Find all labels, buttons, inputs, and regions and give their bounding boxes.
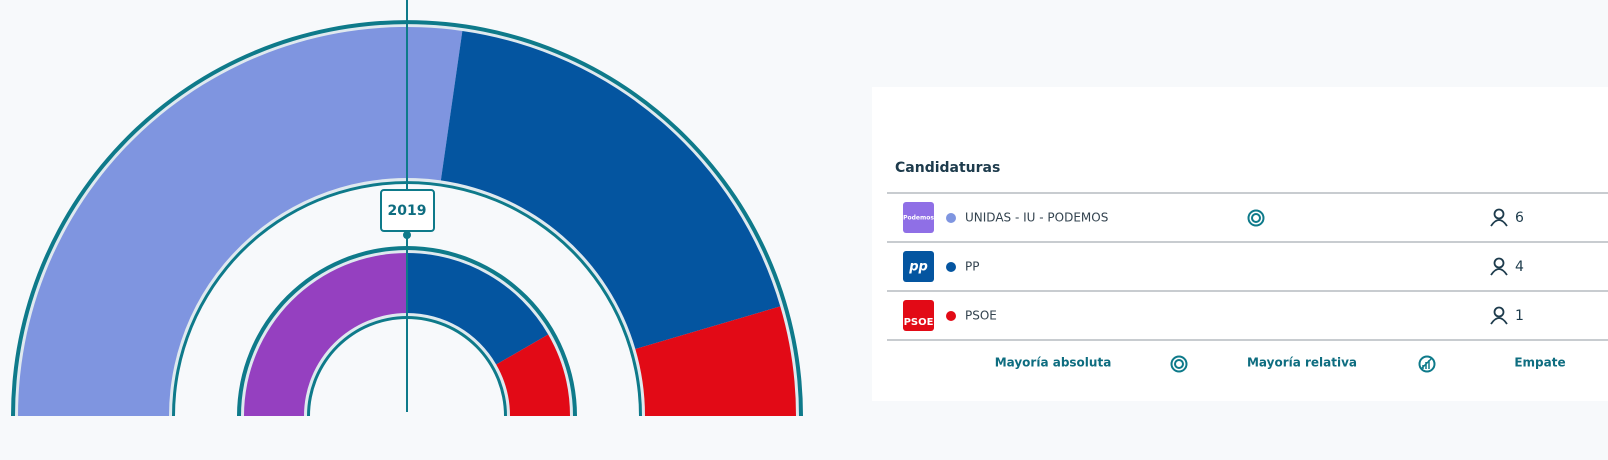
seat-icon-head bbox=[1493, 306, 1505, 318]
results-panel bbox=[872, 87, 1608, 401]
legend-icon bbox=[1170, 355, 1188, 373]
seat-icon-body bbox=[1490, 268, 1508, 276]
year-label: 2019 bbox=[388, 203, 427, 219]
party-color-dot bbox=[946, 311, 956, 321]
seat-count: 1 bbox=[1515, 308, 1524, 324]
party-name: PP bbox=[965, 260, 979, 274]
candidates-table: Podemos UNIDAS - IU - PODEMOS 6 pp PP 4 PSOE PS… bbox=[887, 192, 1608, 373]
seat-icon-head bbox=[1493, 257, 1505, 269]
seat-segment bbox=[407, 253, 549, 365]
party-logo bbox=[903, 251, 934, 282]
year-label-dot bbox=[403, 231, 411, 239]
party-logo-text: Podemos bbox=[903, 215, 934, 222]
majority-icon bbox=[1247, 209, 1265, 227]
seat-icon-body bbox=[1490, 317, 1508, 325]
seat-segment bbox=[496, 334, 570, 416]
party-color-dot bbox=[946, 262, 956, 272]
seat-segment bbox=[244, 253, 407, 416]
party-logo-text: PSOE bbox=[904, 317, 934, 328]
seat-count: 6 bbox=[1515, 210, 1524, 226]
legend-icon bbox=[1174, 359, 1184, 369]
party-color-dot bbox=[946, 213, 956, 223]
seat-segment bbox=[440, 30, 781, 349]
legend-label: Mayoría relativa bbox=[1247, 356, 1357, 370]
seat-icon-body bbox=[1490, 219, 1508, 227]
seat-count: 4 bbox=[1515, 259, 1524, 275]
seat-segment bbox=[635, 306, 796, 416]
legend-label: Mayoría absoluta bbox=[995, 356, 1112, 370]
party-logo bbox=[903, 202, 934, 233]
legend-icon bbox=[1418, 355, 1436, 373]
year-label-box bbox=[380, 189, 435, 232]
majority-icon bbox=[1251, 213, 1261, 223]
party-logo-text: pp bbox=[908, 260, 928, 275]
party-name: PSOE bbox=[965, 309, 997, 323]
legend-icon bbox=[1421, 357, 1433, 369]
seat-icon-head bbox=[1493, 208, 1505, 220]
party-name: UNIDAS - IU - PODEMOS bbox=[965, 211, 1108, 225]
seat-segment bbox=[18, 26, 463, 416]
party-logo bbox=[903, 300, 934, 331]
hemicycle-chart: 2019 bbox=[11, 0, 803, 417]
legend-label: Empate bbox=[1514, 356, 1565, 370]
panel-title: Candidaturas bbox=[895, 160, 1000, 176]
